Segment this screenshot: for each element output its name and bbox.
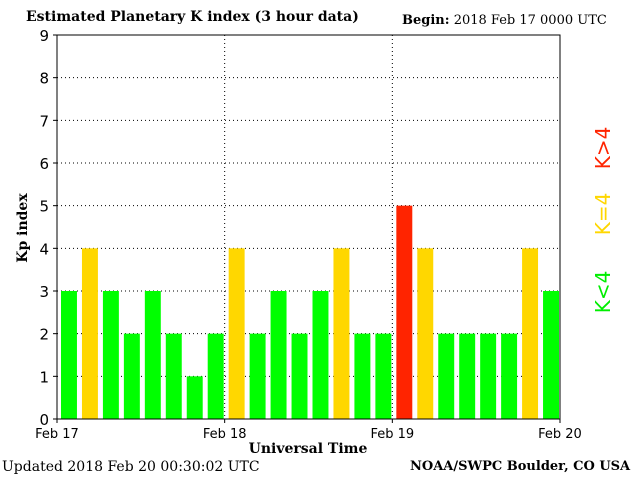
updated-timestamp: Updated 2018 Feb 20 00:30:02 UTC [2, 459, 260, 475]
begin-time: Begin: 2018 Feb 17 0000 UTC [402, 13, 607, 28]
legend-high: K>4 [591, 127, 615, 170]
x-tick-label: Feb 17 [35, 427, 79, 442]
kp-bar [354, 333, 371, 419]
kp-bar [81, 248, 98, 419]
y-axis-label: Kp index [15, 193, 31, 263]
legend-low: K<4 [591, 271, 615, 314]
y-tick-label: 0 [39, 411, 49, 429]
kp-bar [480, 333, 497, 419]
y-tick-label: 2 [39, 326, 49, 344]
bars [61, 205, 559, 419]
kp-bar [165, 333, 182, 419]
kp-bar [333, 248, 350, 419]
legend-equal: K=4 [591, 193, 615, 236]
grid-lines [57, 35, 560, 419]
kp-bar [249, 333, 266, 419]
kp-bar [522, 248, 539, 419]
begin-value: 2018 Feb 17 0000 UTC [453, 13, 607, 28]
kp-bar [501, 333, 518, 419]
chart-title: Estimated Planetary K index (3 hour data… [26, 9, 359, 25]
kp-bar [459, 333, 476, 419]
kp-bar [291, 333, 308, 419]
x-tick-label: Feb 18 [203, 427, 247, 442]
kp-bar [207, 333, 224, 419]
x-tick-label: Feb 19 [370, 427, 414, 442]
kp-bar [61, 291, 77, 419]
kp-bar [438, 333, 455, 419]
kp-bar [228, 248, 245, 419]
y-tick-label: 7 [39, 112, 49, 130]
kp-bar [102, 291, 119, 419]
kp-bar [543, 291, 559, 419]
begin-label: Begin: [402, 13, 450, 28]
kp-bar [144, 291, 161, 419]
y-tick-label: 4 [39, 240, 49, 258]
kp-bar [270, 291, 287, 419]
y-tick-label: 3 [39, 283, 49, 301]
y-tick-label: 9 [39, 27, 49, 45]
y-ticks: 0 1 2 3 4 5 6 7 8 9 [39, 27, 57, 429]
kp-bar [417, 248, 434, 419]
kp-bar [396, 205, 413, 419]
x-axis-label: Universal Time [249, 441, 368, 457]
kp-bar [186, 376, 203, 419]
x-ticks: Feb 17 Feb 18 Feb 19 Feb 20 [35, 419, 582, 442]
plot-frame [56, 34, 561, 420]
kp-bar [123, 333, 140, 419]
x-tick-label: Feb 20 [538, 427, 582, 442]
y-tick-label: 6 [39, 155, 49, 173]
y-tick-label: 1 [39, 368, 49, 386]
y-tick-label: 8 [39, 70, 49, 88]
kp-bar [375, 333, 392, 419]
y-tick-label: 5 [39, 198, 49, 216]
kp-bar [312, 291, 329, 419]
source-credit: NOAA/SWPC Boulder, CO USA [410, 459, 631, 474]
